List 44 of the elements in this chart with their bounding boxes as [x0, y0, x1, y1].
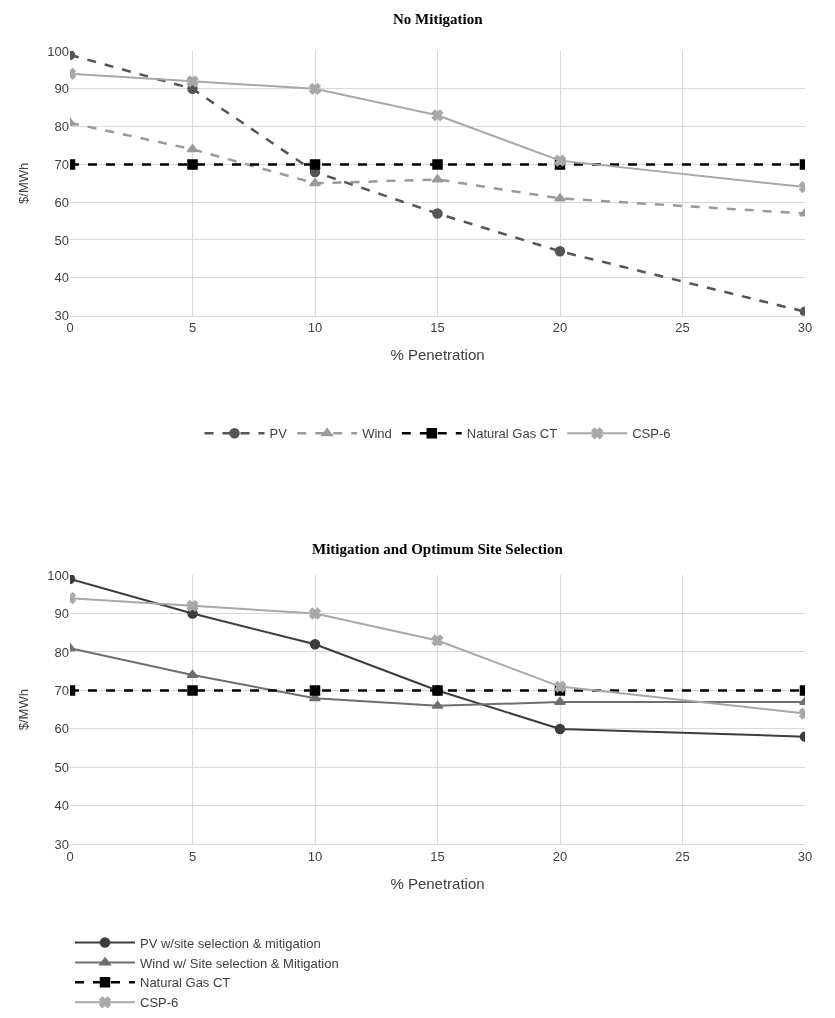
legend-label: PV w/site selection & mitigation	[140, 935, 321, 951]
y-tick-label: 80	[54, 644, 69, 660]
x-tick-label: 5	[188, 848, 197, 864]
legend-label: Wind	[362, 426, 392, 442]
y-tick-label: 90	[54, 606, 69, 622]
x-tick-label: 25	[675, 848, 690, 864]
x-tick-label: 5	[188, 320, 197, 336]
legend-label: Natural Gas CT	[466, 426, 558, 442]
y-tick-label: 80	[54, 119, 69, 135]
y-tick-label: 60	[54, 721, 69, 737]
x-axis-title: % Penetration	[390, 346, 485, 364]
legend-label: CSP-6	[140, 995, 179, 1011]
y-tick-label: 30	[54, 308, 69, 324]
legend-label: PV	[269, 426, 288, 442]
x-tick-label: 30	[797, 320, 813, 336]
x-tick-label: 10	[307, 848, 323, 864]
legend-label: Natural Gas CT	[140, 975, 231, 991]
x-tick-label: 30	[797, 848, 813, 864]
y-axis-title: $/MWh	[16, 162, 32, 204]
chart-title: No Mitigation	[393, 11, 484, 27]
y-tick-label: 90	[54, 81, 69, 97]
y-tick-label: 50	[54, 759, 69, 775]
x-tick-label: 25	[675, 320, 690, 336]
y-tick-label: 100	[47, 43, 69, 59]
y-tick-label: 60	[54, 194, 69, 210]
y-tick-label: 50	[54, 232, 69, 248]
x-tick-label: 0	[66, 320, 74, 336]
x-axis-title: % Penetration	[390, 874, 485, 892]
y-tick-label: 70	[54, 683, 69, 699]
legend-label: CSP-6	[632, 426, 671, 442]
y-axis-title: $/MWh	[16, 689, 32, 731]
y-tick-label: 100	[47, 567, 69, 583]
x-tick-label: 10	[307, 320, 323, 336]
x-tick-label: 0	[66, 848, 74, 864]
x-tick-label: 20	[552, 320, 568, 336]
y-tick-label: 30	[54, 836, 69, 852]
y-tick-label: 70	[54, 156, 69, 172]
x-tick-label: 15	[430, 848, 445, 864]
y-tick-label: 40	[54, 798, 69, 814]
x-tick-label: 15	[430, 320, 445, 336]
chart-title: Mitigation and Optimum Site Selection	[312, 541, 564, 557]
y-tick-label: 40	[54, 270, 69, 286]
legend-label: Wind w/ Site selection & Mitigation	[140, 955, 339, 971]
x-tick-label: 20	[552, 848, 568, 864]
